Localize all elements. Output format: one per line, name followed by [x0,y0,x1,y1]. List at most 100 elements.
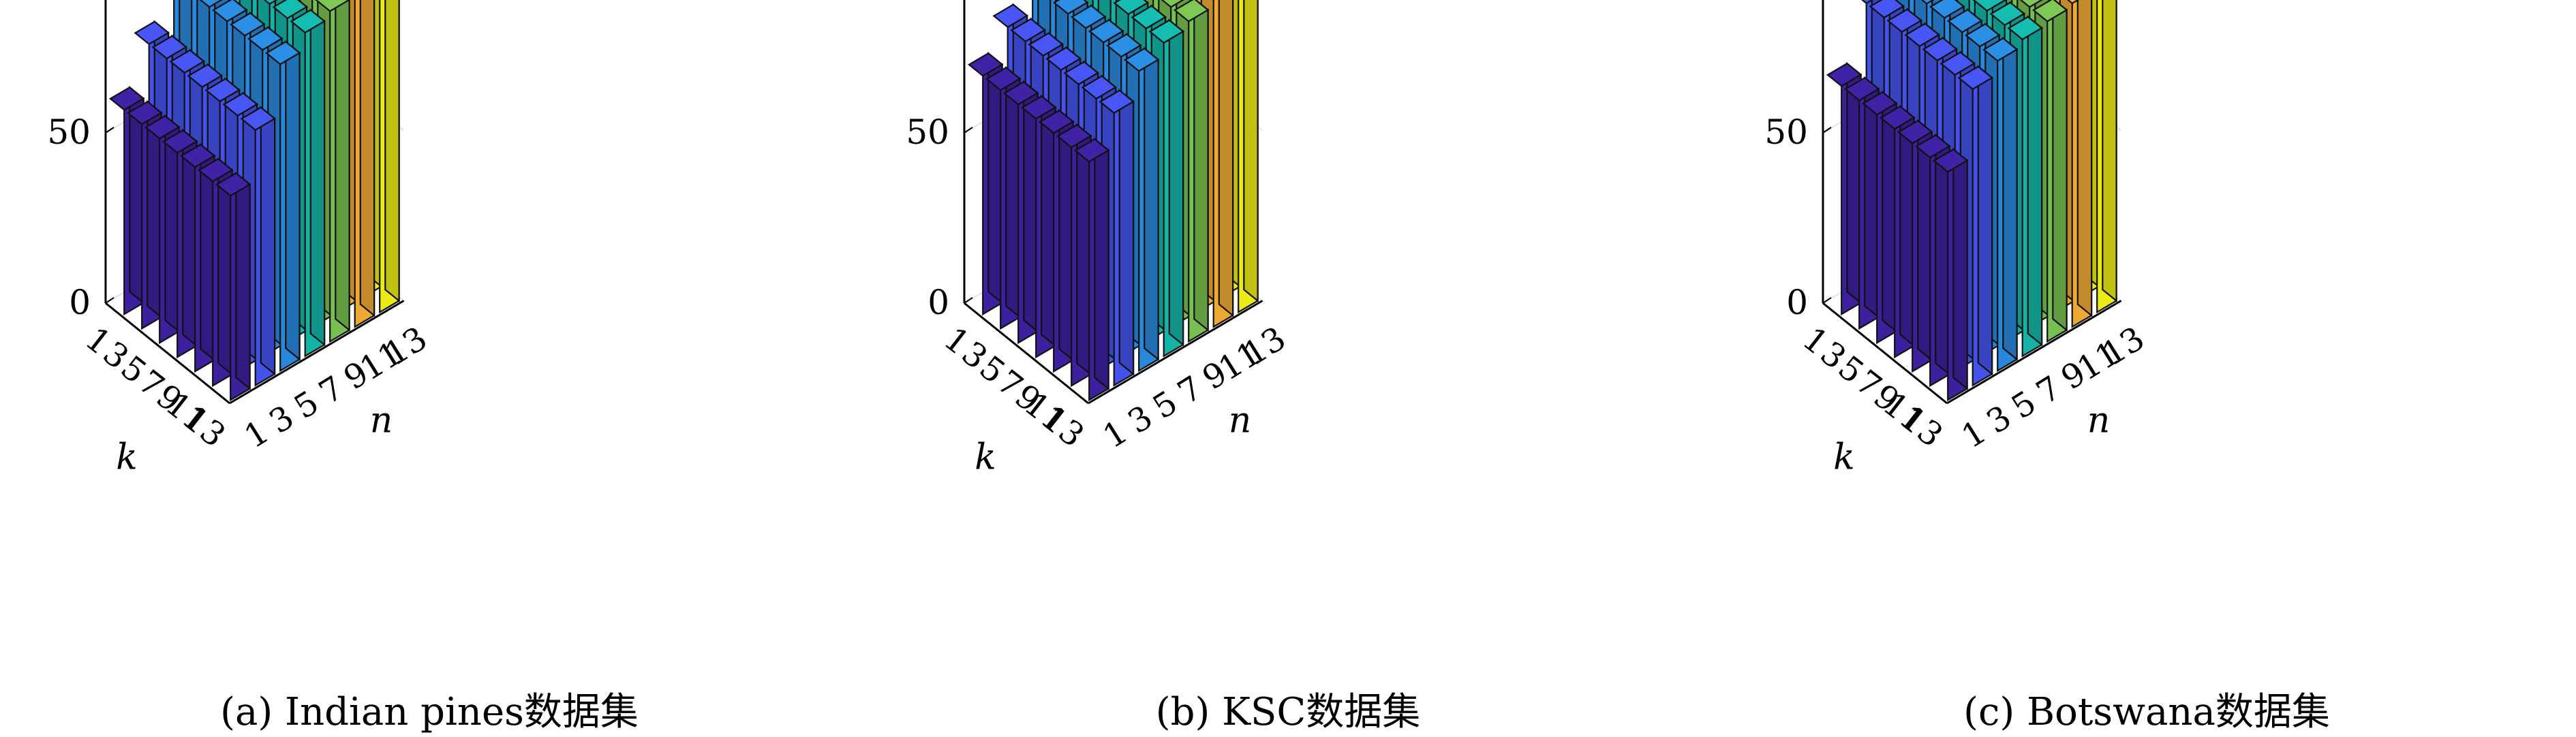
bar-face-top [1929,0,1965,19]
bar-face-top [1879,105,1916,130]
bar-face-top [179,143,216,168]
bar [1099,89,1135,387]
bar-face-top [215,172,251,197]
bar-face-side [2076,0,2093,317]
bar-face-top [1070,4,1107,29]
bar-face-top [1056,123,1092,148]
bar-face-side [1218,0,1234,317]
z-tick [964,297,973,304]
bar-face-top [1939,51,1976,76]
bar [240,106,277,387]
n-axis-line [229,300,405,405]
bar [1056,123,1092,388]
bar [215,171,251,402]
z-tick-label: 0 [927,283,949,322]
bar-face-top [134,20,170,46]
bar [1826,61,1862,316]
bar-face-top [2067,0,2080,5]
bar-face-side [359,0,375,317]
bar [2031,0,2068,343]
bar-face-side [309,8,326,347]
bar-face-top [1123,47,1160,72]
z-tick [105,127,114,134]
z-tick [1822,127,1832,134]
z-tick-label: 50 [47,112,91,152]
bar-face-top [1020,95,1057,120]
bar [1932,147,1969,402]
bar-face-top [1922,37,1959,62]
z-tick-label: 50 [906,112,949,152]
bar-face-top [1045,46,1082,72]
bar [1173,0,1210,343]
bar-face-side [2002,36,2018,361]
bar-face-top [1886,8,1923,33]
bar-face-top [1989,1,2026,27]
bar-face-top [272,0,309,20]
bar-face-top [1148,19,1185,44]
bar-face-top [2007,16,2044,41]
bar-face-top [1964,22,2001,48]
bar-face-top [204,78,241,103]
bar-face-top [1826,62,1862,87]
bar-face-side [1094,137,1109,390]
n-axis-line [1946,300,2122,405]
bar [2096,0,2117,314]
bar-face-top [162,129,198,154]
bar [264,40,301,373]
k-axis-label: k [975,437,996,478]
bar-face-top [967,52,1004,77]
bar [1238,0,1259,314]
bar-face-top [1904,22,1941,48]
bar [315,0,351,343]
bar-face-top [1173,0,1210,22]
bar-face-top [222,92,259,117]
k-axis-label: k [116,437,138,478]
bar-face-top [2019,0,2043,8]
bar-face-side [2027,15,2043,347]
bar-face-top [1972,0,2007,12]
panel-ksc: 050100135791113k135791113n (b) KSC数据集 [859,0,1717,737]
bar-face-top [144,114,181,140]
bar [108,85,145,316]
bar-face-side [2052,0,2068,332]
bar [1020,94,1057,359]
bar [290,8,326,358]
bar [1879,104,1916,359]
bar-face-top [247,26,283,51]
bar-face-top [169,49,206,74]
bar-face-top [1957,65,1994,91]
bar [1212,0,1234,328]
z-tick-label: 0 [69,283,91,322]
bar-face-side [260,106,276,376]
bar-face-top [315,0,351,12]
bar-face-top [1869,0,1905,19]
caption-indian-pines: (a) Indian pines数据集 [220,690,639,734]
bar-face-top [1897,119,1933,144]
bar [1038,108,1075,373]
bar-face-top [1038,109,1075,134]
bar-face-top [2031,0,2068,22]
bar [967,51,1004,316]
bar-face-top [1081,75,1118,100]
bar-face-side [1243,0,1259,302]
bar-face-side [285,40,301,361]
n-axis-label: n [1229,401,1252,441]
bar3d-chart-botswana: 050100135791113k135791113n [1764,0,2151,478]
bar-face-top [1063,61,1100,86]
bar-face-top [1932,148,1969,173]
bar-face-top [1946,8,1983,33]
bar-face-top [199,0,223,8]
bar-face-top [229,12,266,37]
bar-face-top [187,63,224,89]
bar-face-side [384,0,400,302]
bar-face-top [151,35,188,60]
bar [354,0,375,328]
bar-face-top [264,40,301,65]
bar-face-top [1002,80,1039,106]
bar [985,65,1022,330]
k-axis-line [964,302,1089,405]
bar [1897,119,1933,373]
